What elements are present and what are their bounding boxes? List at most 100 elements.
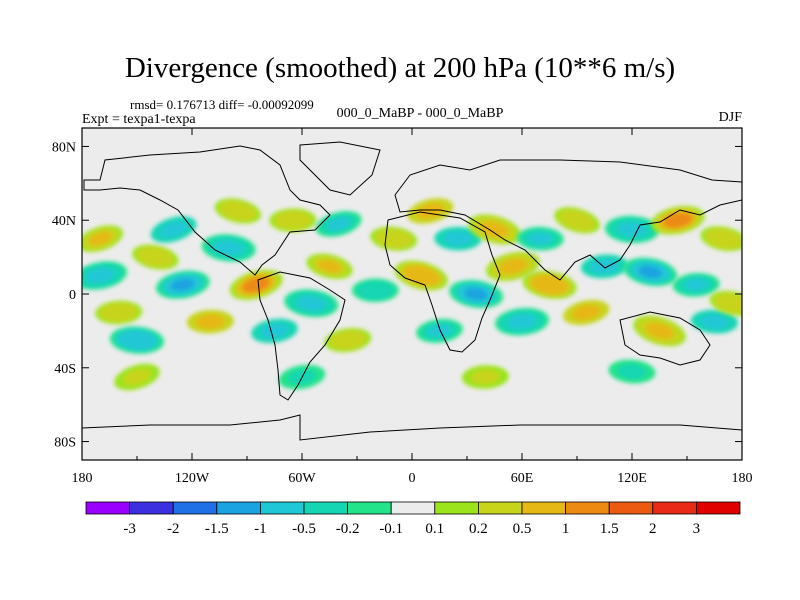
contour-level <box>327 217 351 231</box>
colorbar-label: 1 <box>562 521 570 537</box>
contour-level <box>382 232 406 245</box>
contour-level <box>244 278 268 292</box>
field-blob <box>150 216 197 243</box>
contour-level <box>363 284 388 297</box>
colorbar-swatch <box>608 501 654 515</box>
contour-level <box>427 324 452 337</box>
contour-level <box>217 241 241 254</box>
colorbar-label: -1 <box>254 521 267 537</box>
field-blob <box>186 309 234 334</box>
field-blob <box>449 280 504 308</box>
field-blob <box>214 198 261 224</box>
contour-level <box>565 213 589 227</box>
y-tick-label: 40S <box>54 362 76 377</box>
x-tick-label: 60W <box>288 471 316 486</box>
colorbar-swatch <box>565 501 610 515</box>
field-blob <box>201 234 256 262</box>
coastline-eurasia <box>394 159 742 281</box>
colorbar-swatch <box>172 501 218 515</box>
contour-level <box>162 222 185 237</box>
field-blob <box>700 226 742 252</box>
coastline-greenland <box>299 141 381 196</box>
contour-level <box>198 315 223 328</box>
colorbar-label: 2 <box>649 521 657 537</box>
colorbar-swatch <box>696 501 741 515</box>
field-blob <box>522 270 577 299</box>
field-blob <box>468 214 521 245</box>
colorbar-swatch <box>434 501 479 515</box>
y-tick-label: 0 <box>69 288 76 303</box>
field-blob <box>563 299 610 325</box>
x-tick-label: 180 <box>732 471 753 486</box>
colorbar-swatch <box>303 501 348 515</box>
field-blob <box>494 307 550 336</box>
field-blob <box>691 309 738 334</box>
colorbar: -3 -2 -1.5 -1 -0.5 -0.2 -0.1 0.1 0.2 0.5 1 1.5 2 3 <box>85 501 741 537</box>
colorbar-swatch <box>259 501 305 515</box>
colorbar-swatch <box>85 501 130 515</box>
contour-level <box>684 278 708 291</box>
contour-level <box>106 306 131 319</box>
field-blob <box>284 289 339 318</box>
field-blob <box>416 318 463 343</box>
field-blob <box>109 326 165 354</box>
field-blob <box>370 226 418 251</box>
y-axis: 80N 40N 0 40S 80S <box>52 140 742 451</box>
field-blob <box>604 215 660 244</box>
field-blob <box>351 278 399 303</box>
field-blob <box>269 208 317 232</box>
contour-level <box>446 232 470 245</box>
field-blob <box>229 269 283 300</box>
field-blob <box>608 359 656 384</box>
contour-level <box>318 260 341 273</box>
colorbar-label: 3 <box>693 521 701 537</box>
experiment-label: Expt = texpa1-texpa <box>82 112 196 127</box>
field-blob <box>633 315 686 347</box>
coastline-australia <box>619 311 711 366</box>
chart-title: Divergence (smoothed) at 200 hPa (10**6 … <box>124 52 676 84</box>
coastline-africa <box>384 211 501 353</box>
coastline-antarctica <box>82 414 742 441</box>
y-tick-label: 80S <box>54 436 76 451</box>
x-tick-label: 120E <box>617 471 647 486</box>
colorbar-swatch <box>216 501 261 515</box>
coastlines <box>82 141 742 441</box>
field-blob <box>324 328 372 353</box>
field-blob <box>114 363 160 391</box>
contour-level <box>638 265 662 278</box>
colorbar-label: 0.1 <box>425 521 444 537</box>
colorbar-swatch <box>129 501 174 515</box>
field-blob <box>251 318 298 344</box>
contour-level <box>473 371 498 383</box>
contour-level <box>125 370 149 384</box>
contour-level <box>592 260 617 273</box>
colorbar-label: -0.2 <box>336 521 360 537</box>
contour-level <box>501 260 525 273</box>
colorbar-label: -3 <box>123 521 136 537</box>
field-blob <box>306 253 353 280</box>
contour-level <box>125 334 149 347</box>
contour-level <box>281 214 305 227</box>
field-blob <box>132 244 179 270</box>
colorbar-label: 0.5 <box>513 521 532 537</box>
coastline-north-america <box>83 145 331 276</box>
colorbar-swatch <box>347 501 392 515</box>
contour-level <box>143 250 167 264</box>
contour-level <box>464 287 488 301</box>
contour-level <box>620 365 644 378</box>
x-tick-label: 60E <box>511 471 534 486</box>
contour-level <box>620 223 644 236</box>
field-blob <box>407 198 454 224</box>
colorbar-label: 0.2 <box>469 521 488 537</box>
field-blob <box>516 226 564 251</box>
contour-level <box>262 324 287 337</box>
field-blob <box>82 261 128 290</box>
y-tick-label: 40N <box>52 214 76 229</box>
contour-level <box>537 278 562 291</box>
field-blob <box>554 207 600 234</box>
field-blob <box>461 365 509 389</box>
contour-level <box>702 315 727 328</box>
y-tick-label: 80N <box>52 140 76 155</box>
contour-level <box>226 204 250 218</box>
